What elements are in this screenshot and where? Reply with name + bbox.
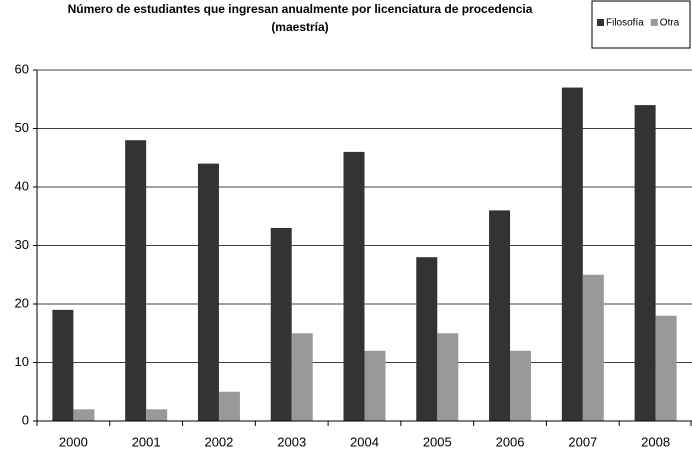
y-tick-label: 40: [15, 178, 29, 193]
y-tick-label: 30: [15, 237, 29, 252]
legend-label: Otra: [660, 18, 680, 29]
legend-label: Filosofía: [606, 18, 644, 29]
chart-title: Número de estudiantes que ingresan anual…: [68, 2, 533, 16]
x-tick-label: 2007: [568, 434, 597, 449]
legend-swatch: [597, 19, 604, 26]
bar: [73, 409, 95, 421]
x-tick-label: 2008: [641, 434, 670, 449]
bar: [489, 210, 511, 421]
bar: [582, 274, 604, 421]
bar: [416, 257, 438, 421]
y-tick-label: 50: [15, 120, 29, 135]
y-tick-label: 60: [15, 61, 29, 76]
x-tick-label: 2003: [277, 434, 306, 449]
bar: [364, 350, 386, 421]
y-tick-label: 0: [22, 412, 29, 427]
x-tick-label: 2001: [132, 434, 161, 449]
bar: [146, 409, 168, 421]
legend-swatch: [650, 19, 658, 26]
x-tick-label: 2004: [350, 434, 379, 449]
bar: [634, 105, 656, 421]
legend-box: [591, 0, 691, 49]
bar: [125, 140, 147, 421]
bar: [52, 309, 74, 421]
chart-title: (maestría): [271, 20, 328, 34]
bar: [291, 333, 313, 421]
bar: [655, 315, 677, 421]
bar: [218, 391, 240, 421]
bar: [343, 151, 365, 421]
bar: [270, 227, 292, 421]
bar: [197, 163, 219, 421]
x-tick-label: 2002: [204, 434, 233, 449]
y-tick-label: 20: [15, 295, 29, 310]
bar: [561, 87, 583, 422]
bar: [437, 333, 459, 421]
y-tick-label: 10: [15, 354, 29, 369]
x-tick-label: 2005: [423, 434, 452, 449]
x-tick-label: 2006: [496, 434, 525, 449]
bar: [510, 350, 532, 421]
x-tick-label: 2000: [59, 434, 88, 449]
